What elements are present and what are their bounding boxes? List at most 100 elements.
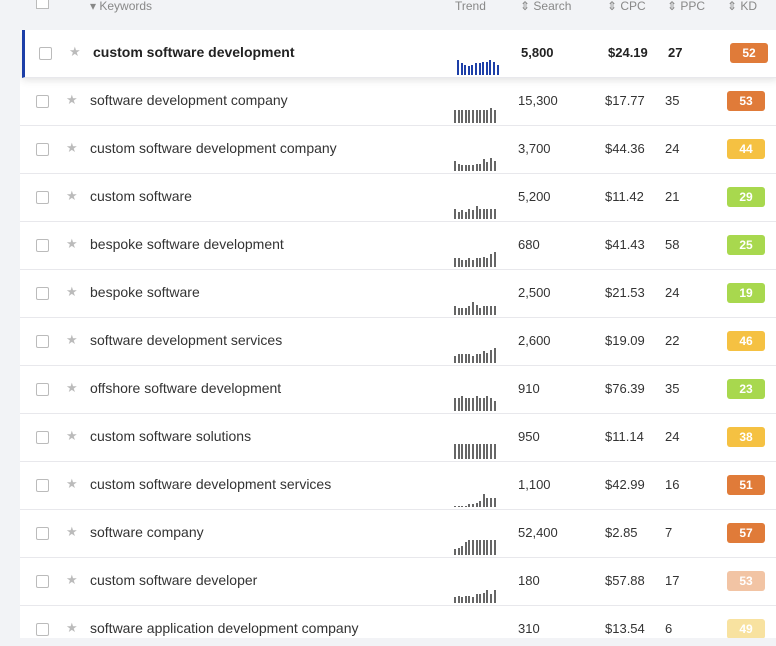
ppc-header[interactable]: ⇕ PPC <box>667 0 706 13</box>
keyword[interactable]: custom software development services <box>90 476 332 492</box>
trend-header: Trend <box>455 0 486 13</box>
kd-badge: 23 <box>727 379 765 399</box>
trend-bar <box>490 349 492 363</box>
favorite-star[interactable]: ★ <box>66 236 78 251</box>
row-checkbox[interactable] <box>36 527 49 540</box>
trend-sparkline <box>454 154 498 171</box>
trend-bar <box>457 505 460 507</box>
cpc: $24.19 <box>608 45 648 60</box>
keyword[interactable]: software development company <box>90 92 288 108</box>
trend-bar <box>464 211 467 219</box>
trend-bar <box>454 208 456 219</box>
kd-badge: 38 <box>727 427 765 447</box>
trend-bar <box>479 354 482 363</box>
keyword[interactable]: software company <box>90 524 204 540</box>
trend-bar <box>490 253 492 267</box>
row-checkbox[interactable] <box>36 191 49 204</box>
keyword[interactable]: bespoke software development <box>90 236 284 252</box>
kd-header[interactable]: ⇕ KD <box>727 0 758 13</box>
keyword[interactable]: custom software developer <box>90 572 258 588</box>
trend-bar <box>490 594 492 603</box>
keyword-row[interactable]: ★ bespoke software development 680 $41.43 58… <box>20 222 776 270</box>
favorite-star[interactable]: ★ <box>66 332 78 347</box>
favorite-star[interactable]: ★ <box>69 44 81 59</box>
row-checkbox[interactable] <box>36 479 49 492</box>
keyword-row[interactable]: ★ custom software developer 180 $57.88 17 53 <box>20 558 776 606</box>
trend-bar <box>493 252 496 267</box>
kd-badge: 57 <box>727 523 765 543</box>
keyword[interactable]: bespoke software <box>90 284 200 300</box>
keyword-row[interactable]: ★ software application development compan… <box>20 606 776 638</box>
trend-sparkline <box>454 634 498 638</box>
row-checkbox[interactable] <box>36 239 49 252</box>
trend-bar <box>454 355 456 363</box>
cpc: $41.43 <box>605 237 645 252</box>
select-all[interactable] <box>36 0 49 9</box>
keyword[interactable]: custom software <box>90 188 192 204</box>
row-checkbox[interactable] <box>36 95 49 108</box>
keyword-row[interactable]: ★ custom software development 5,800 $24.19 2… <box>22 30 776 78</box>
keyword[interactable]: software development services <box>90 332 283 348</box>
ppc: 24 <box>665 429 680 444</box>
cpc-header[interactable]: ⇕ CPC <box>607 0 646 13</box>
keyword-row[interactable]: ★ software development services 2,600 $19.0… <box>20 318 776 366</box>
row-checkbox[interactable] <box>36 335 49 348</box>
favorite-star[interactable]: ★ <box>66 620 78 635</box>
keyword[interactable]: custom software solutions <box>90 428 252 444</box>
keyword-row[interactable]: ★ custom software solutions 950 $11.14 24 38 <box>20 414 776 462</box>
keyword[interactable]: software application development company <box>90 620 359 636</box>
cpc: $19.09 <box>605 333 645 348</box>
favorite-star[interactable]: ★ <box>66 140 78 155</box>
trend-bar <box>464 307 467 315</box>
favorite-star[interactable]: ★ <box>66 380 78 395</box>
trend-bar <box>486 208 489 219</box>
row-checkbox[interactable] <box>36 143 49 156</box>
row-checkbox[interactable] <box>36 623 49 636</box>
trend-bar <box>475 540 478 555</box>
favorite-star[interactable]: ★ <box>66 284 78 299</box>
row-checkbox[interactable] <box>36 431 49 444</box>
trend-bar <box>460 63 463 75</box>
keyword-row[interactable]: ★ software company 52,400 $2.85 7 57 <box>20 510 776 558</box>
trend-bar <box>464 541 467 555</box>
keyword[interactable]: offshore software development <box>90 380 282 396</box>
row-checkbox[interactable] <box>36 383 49 396</box>
trend-bar <box>461 505 464 507</box>
keyword-row[interactable]: ★ offshore software development 910 $76.39 3… <box>20 366 776 414</box>
cpc: $57.88 <box>605 573 645 588</box>
kd-badge: 49 <box>727 619 765 638</box>
favorite-star[interactable]: ★ <box>66 476 78 491</box>
keywords-header[interactable]: ▾ Keywords <box>90 0 153 13</box>
favorite-star[interactable]: ★ <box>66 188 78 203</box>
keyword-row[interactable]: ★ custom software development company 3,70… <box>20 126 776 174</box>
ppc: 17 <box>665 573 680 588</box>
favorite-star[interactable]: ★ <box>66 92 78 107</box>
keyword-row[interactable]: ★ custom software 5,200 $11.42 21 29 <box>20 174 776 222</box>
cpc: $21.53 <box>605 285 645 300</box>
favorite-star[interactable]: ★ <box>66 572 78 587</box>
ppc: 16 <box>665 477 680 492</box>
ppc: 24 <box>665 285 680 300</box>
trend-sparkline <box>454 442 498 459</box>
row-checkbox[interactable] <box>36 287 49 300</box>
cpc: $11.14 <box>605 429 644 444</box>
trend-bar <box>486 498 489 507</box>
ppc-header-text: PPC <box>680 0 706 13</box>
search-header[interactable]: ⇕ Search <box>520 0 572 13</box>
keyword-table: ★ custom software development 5,800 $24.19 2… <box>20 30 776 638</box>
keyword[interactable]: custom software development company <box>90 140 337 156</box>
trend-bar <box>475 354 478 363</box>
favorite-star[interactable]: ★ <box>66 524 78 539</box>
trend-bar <box>472 355 474 363</box>
kd-badge: 25 <box>727 235 765 255</box>
keyword-row[interactable]: ★ bespoke software 2,500 $21.53 24 19 <box>20 270 776 318</box>
trend-bar <box>468 258 471 267</box>
keyword-row[interactable]: ★ custom software development services 1,1… <box>20 462 776 510</box>
favorite-star[interactable]: ★ <box>66 428 78 443</box>
trend-bar <box>490 498 492 507</box>
keyword-row[interactable]: ★ software development company 15,300 $17.7… <box>20 78 776 126</box>
keyword[interactable]: custom software development <box>93 44 295 60</box>
row-checkbox[interactable] <box>39 47 52 60</box>
row-checkbox[interactable] <box>36 575 49 588</box>
